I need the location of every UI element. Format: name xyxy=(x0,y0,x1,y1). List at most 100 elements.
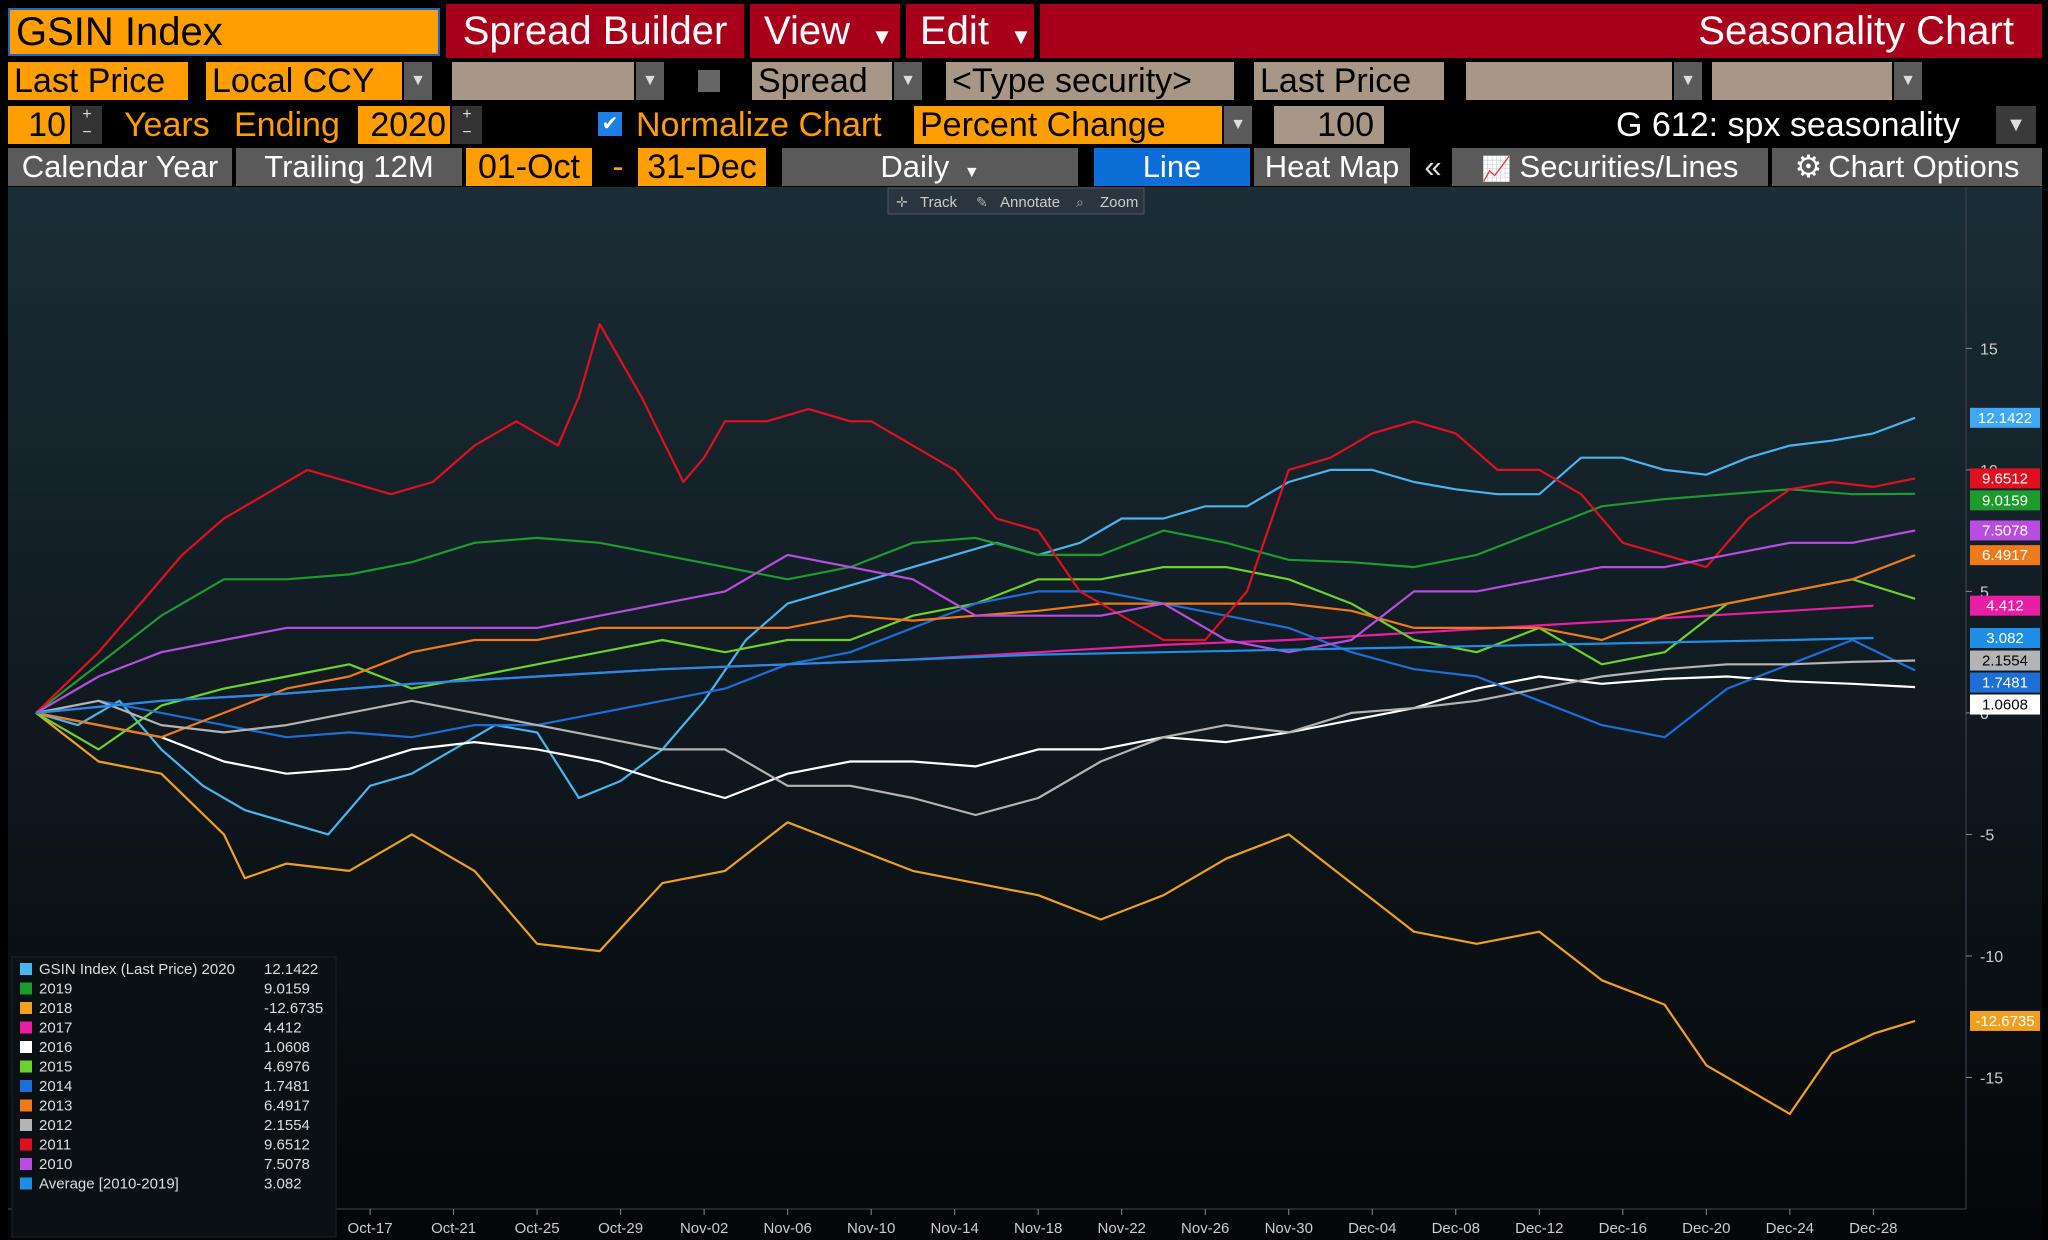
zoom-tool[interactable]: ⌕ Zoom xyxy=(1076,194,1138,211)
side-value-tag xyxy=(1970,407,2040,428)
spread-select[interactable]: Spread xyxy=(752,62,892,100)
legend-series-value: 9.0159 xyxy=(264,981,310,998)
start-date-input[interactable]: 01-Oct xyxy=(466,148,592,186)
side-value-labels: 12.1422 9.6512 9.0159 7.5078 6.4917 4.412 3.08… xyxy=(1970,407,2040,1031)
side-value-tag xyxy=(1970,1010,2040,1031)
mode-dropdown[interactable]: ▼ xyxy=(1224,106,1252,144)
legend-series-value: 1.7481 xyxy=(264,1078,310,1095)
mode-select[interactable]: Percent Change xyxy=(914,106,1222,144)
base-value-input[interactable]: 100 xyxy=(1274,106,1384,144)
tab-trailing-12m[interactable]: Trailing 12M xyxy=(236,148,462,186)
ending-year-input[interactable]: 2020 xyxy=(358,106,450,144)
chevron-down-icon: ▼ xyxy=(410,72,426,89)
legend-series-name: 2011 xyxy=(39,1137,71,1154)
side-value-tag xyxy=(1970,468,2040,489)
edit-menu[interactable]: Edit ▼ xyxy=(906,4,1034,58)
currency-dropdown[interactable]: ▼ xyxy=(404,62,432,100)
frequency-label: Daily xyxy=(880,149,950,184)
field-empty-2-dropdown[interactable]: ▼ xyxy=(1674,62,1702,100)
tab-line[interactable]: Line xyxy=(1094,148,1250,186)
view-menu[interactable]: View ▼ xyxy=(750,4,900,58)
field-empty-1[interactable] xyxy=(452,62,634,100)
options-dropdown[interactable]: ▼ xyxy=(1996,106,2036,144)
x-tick-label: Nov-14 xyxy=(931,1220,979,1237)
legend-swatch xyxy=(20,963,32,975)
side-value-text: -12.6735 xyxy=(1975,1013,2034,1030)
tab-heat-map[interactable]: Heat Map xyxy=(1254,148,1410,186)
field-empty-3-dropdown[interactable]: ▼ xyxy=(1894,62,1922,100)
side-value-tag xyxy=(1970,595,2040,616)
x-tick-label: Nov-26 xyxy=(1181,1220,1229,1237)
side-value-tag xyxy=(1970,672,2040,693)
legend-swatch xyxy=(20,1119,32,1131)
years-stepper[interactable]: + − xyxy=(72,106,102,144)
security-input[interactable]: GSIN Index xyxy=(8,8,440,56)
legend-swatch xyxy=(20,982,32,995)
series-line xyxy=(35,529,1916,714)
track-tool[interactable]: ✛ Track xyxy=(896,194,957,211)
edit-menu-label: Edit xyxy=(920,9,989,53)
series-line xyxy=(35,323,1916,714)
legend-series-name: 2016 xyxy=(39,1039,72,1056)
side-value-text: 12.1422 xyxy=(1978,410,2032,427)
field-empty-3[interactable] xyxy=(1712,62,1892,100)
field-empty-2[interactable] xyxy=(1466,62,1672,100)
chevron-down-icon: ▼ xyxy=(1010,24,1032,49)
spread-builder-button[interactable]: Spread Builder xyxy=(446,4,744,58)
seasonality-chart[interactable]: ✛ Track ✎ Annotate ⌕ Zoom 151050-5-10-15… xyxy=(0,187,2048,1240)
side-value-tag xyxy=(1970,694,2040,715)
x-tick-label: Nov-10 xyxy=(847,1220,895,1237)
side-value-text: 9.6512 xyxy=(1982,470,2028,487)
annotate-tool[interactable]: ✎ Annotate xyxy=(976,194,1060,211)
x-tick-label: Dec-04 xyxy=(1348,1220,1396,1237)
track-label: Track xyxy=(920,194,957,211)
legend-swatch xyxy=(20,1138,32,1151)
spread-checkbox[interactable] xyxy=(698,70,720,92)
tab-calendar-year[interactable]: Calendar Year xyxy=(8,148,232,186)
page-title: Seasonality Chart xyxy=(1040,4,2042,58)
price-field-2[interactable]: Last Price xyxy=(1254,62,1444,100)
end-date-input[interactable]: 31-Dec xyxy=(638,148,766,186)
legend-series-value: 12.1422 xyxy=(264,961,318,978)
legend-swatch xyxy=(20,1099,32,1112)
x-tick-label: Dec-28 xyxy=(1849,1220,1897,1237)
spread-dropdown[interactable]: ▼ xyxy=(894,62,922,100)
series-line xyxy=(35,636,1874,714)
legend-series-name: 2019 xyxy=(39,981,72,998)
normalize-checkbox[interactable]: ✔ xyxy=(598,112,622,136)
legend-series-value: 7.5078 xyxy=(264,1156,310,1173)
legend-swatch xyxy=(20,1177,32,1190)
type-security-input[interactable]: <Type security> xyxy=(946,62,1234,100)
field-empty-1-dropdown[interactable]: ▼ xyxy=(636,62,664,100)
series-line xyxy=(35,659,1916,817)
x-tick-label: Nov-22 xyxy=(1098,1220,1146,1237)
legend-series-value: 4.6976 xyxy=(264,1059,310,1076)
y-tick-label: -10 xyxy=(1980,949,2003,966)
side-value-text: 7.5078 xyxy=(1982,522,2028,539)
securities-lines-button[interactable]: 📈 Securities/Lines xyxy=(1452,148,1768,186)
series-line xyxy=(35,590,1916,739)
crosshair-icon: ✛ xyxy=(896,195,908,211)
side-value-text: 6.4917 xyxy=(1982,547,2028,564)
legend-swatch xyxy=(20,1080,32,1092)
side-value-tag xyxy=(1970,628,2040,649)
side-value-tag xyxy=(1970,650,2040,671)
y-tick-label: -5 xyxy=(1980,827,1994,844)
check-icon: ✔ xyxy=(601,113,619,135)
legend-series-value: -12.6735 xyxy=(264,1000,323,1017)
chevron-down-icon: ▼ xyxy=(1230,116,1246,133)
frequency-select[interactable]: Daily ▼ xyxy=(782,148,1078,186)
ending-year-stepper[interactable]: + − xyxy=(452,106,482,144)
chart-options-button[interactable]: ⚙ Chart Options xyxy=(1772,148,2042,186)
legend-swatch xyxy=(20,1158,32,1170)
double-chevron-left-icon[interactable]: « xyxy=(1424,149,1442,184)
price-field-1[interactable]: Last Price xyxy=(8,62,188,100)
legend-series-name: 2010 xyxy=(39,1156,72,1173)
years-input[interactable]: 10 xyxy=(8,106,70,144)
legend-series-name: 2017 xyxy=(39,1020,72,1037)
currency-select[interactable]: Local CCY xyxy=(206,62,402,100)
legend-series-name: 2012 xyxy=(39,1117,72,1134)
date-range-dash: - xyxy=(612,148,624,186)
legend-series-value: 6.4917 xyxy=(264,1098,310,1115)
legend-series-value: 4.412 xyxy=(264,1020,302,1037)
